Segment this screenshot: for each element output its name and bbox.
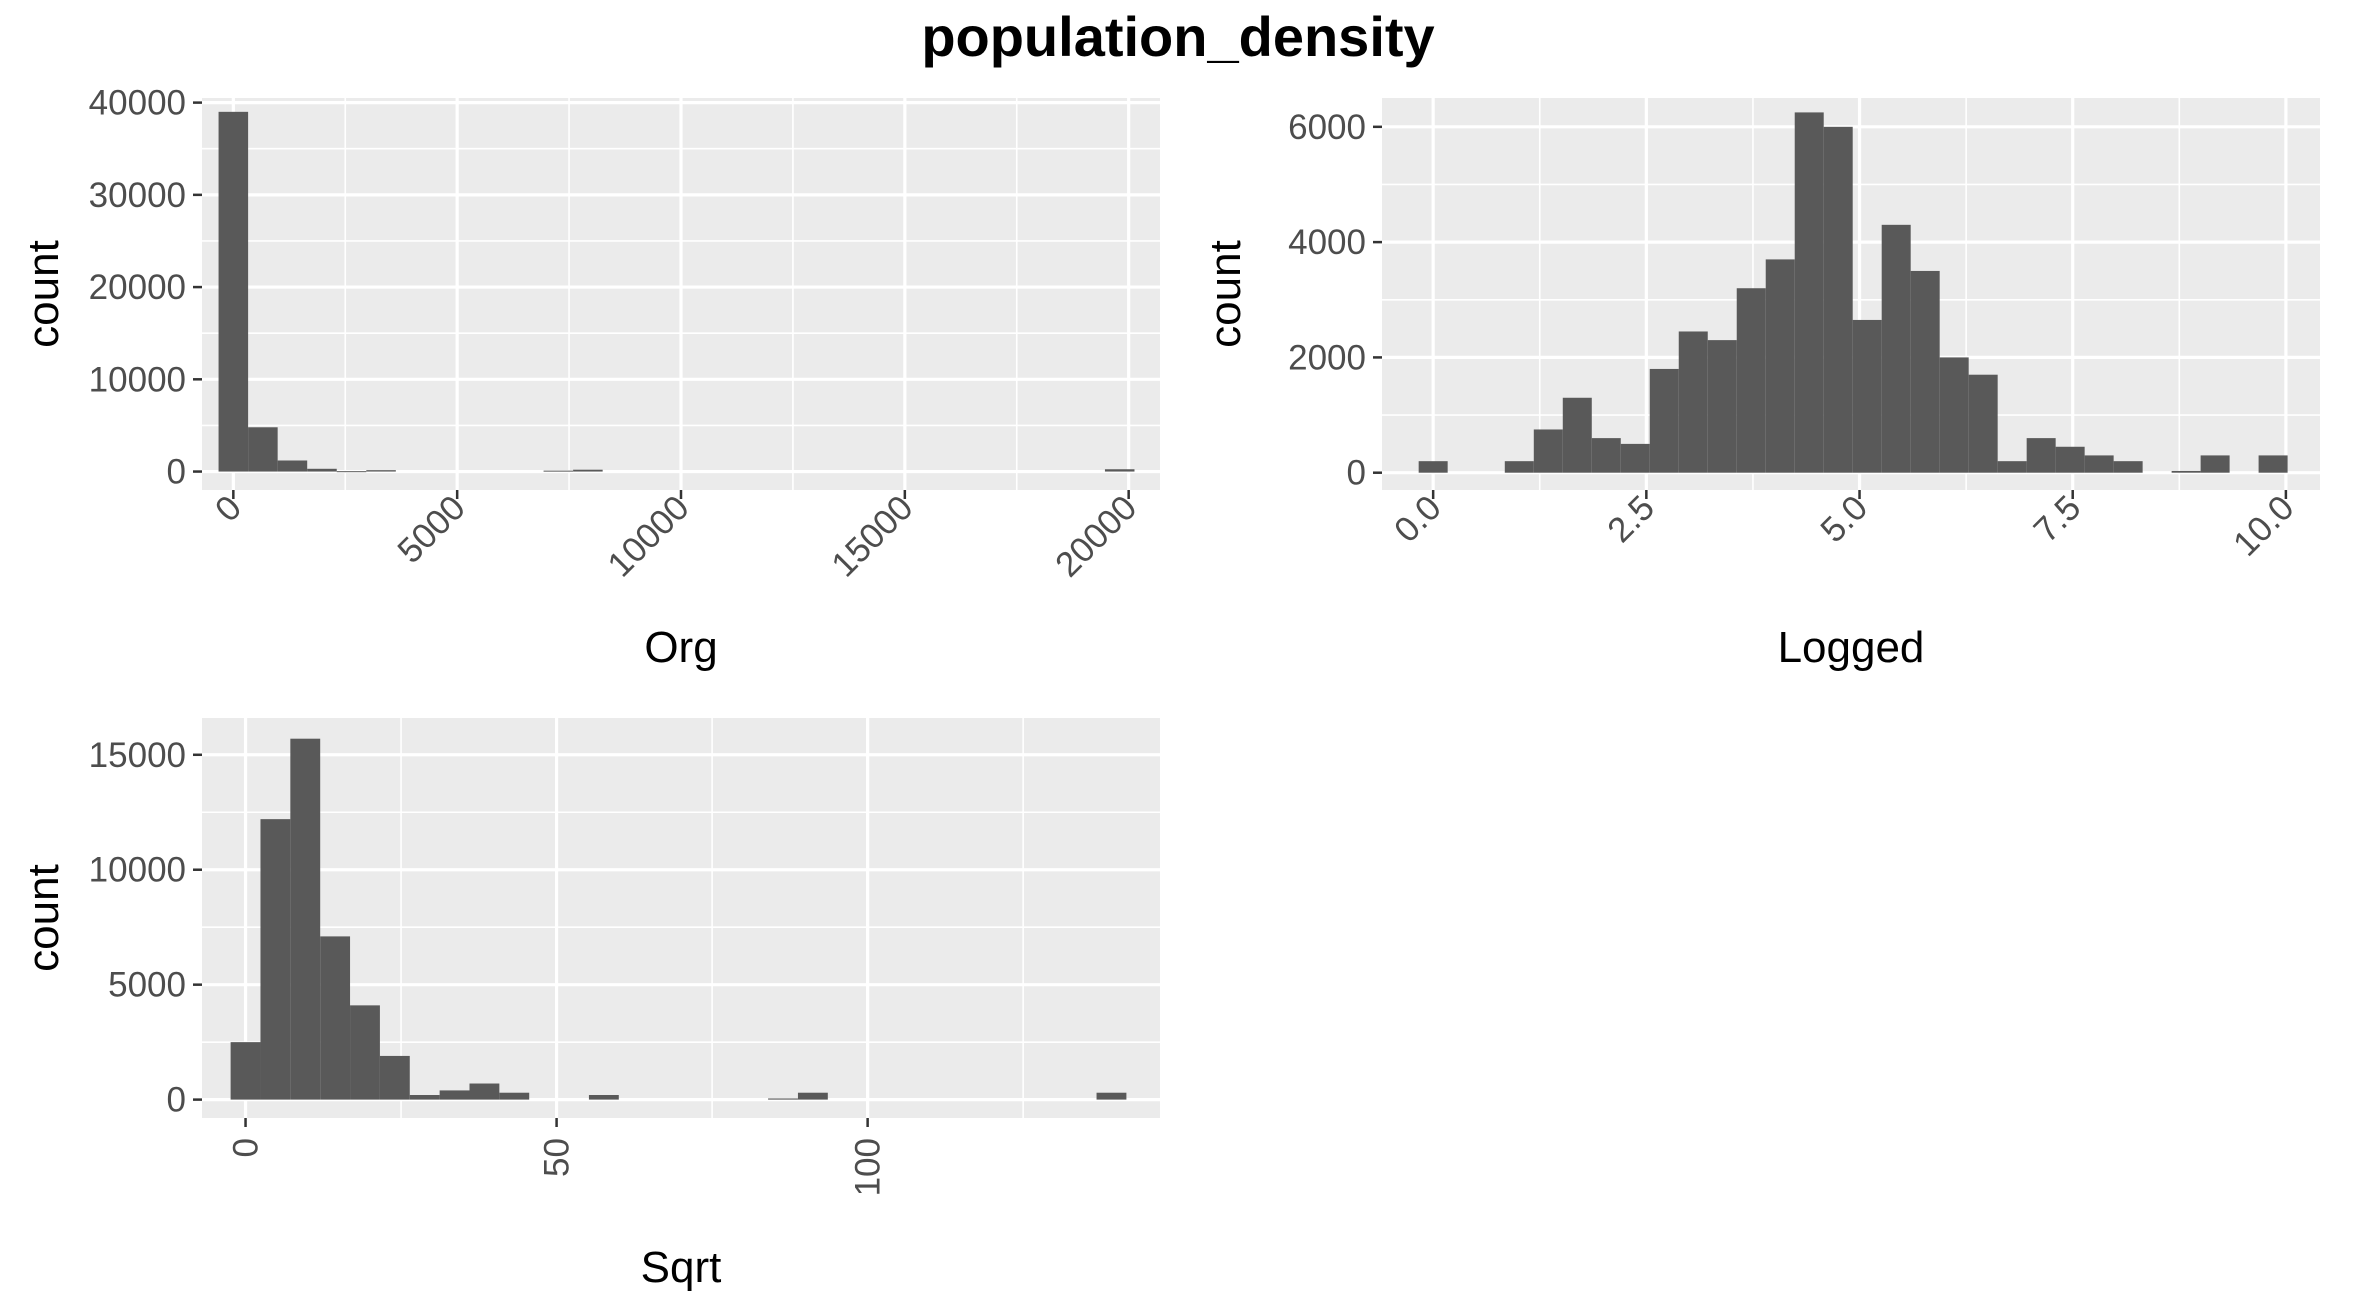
x-tick-label: 0 — [208, 488, 249, 529]
panel-org-bars — [218, 111, 1135, 473]
x-tick-label: 10.0 — [2226, 488, 2302, 564]
histogram-bar — [1736, 288, 1766, 473]
histogram-bar — [768, 1098, 798, 1100]
histogram-bar — [230, 1042, 261, 1100]
histogram-bar — [1591, 438, 1621, 473]
histogram-bar — [1794, 112, 1824, 473]
x-tick-label: 100 — [849, 1138, 888, 1196]
histogram-bar — [1649, 368, 1679, 473]
y-tick-label: 6000 — [1288, 108, 1366, 147]
histogram-bar — [2055, 446, 2085, 473]
y-tick-label: 0 — [167, 453, 186, 492]
panel-org-x-axis-title: Org — [644, 623, 717, 672]
histogram-bar — [409, 1095, 440, 1100]
histogram-bar — [1707, 340, 1737, 473]
panel-sqrt-y-axis-title: count — [19, 864, 68, 972]
histogram-bar — [2258, 455, 2288, 473]
y-tick-label: 20000 — [89, 268, 186, 307]
histogram-bar — [1104, 469, 1135, 472]
histogram-bar — [290, 738, 321, 1100]
y-tick-label: 0 — [167, 1081, 186, 1120]
x-tick-label: 10000 — [600, 488, 696, 584]
histogram-bar — [1533, 429, 1563, 473]
histogram-bar — [320, 936, 351, 1100]
y-tick-label: 30000 — [89, 176, 186, 215]
histogram-bar — [469, 1083, 500, 1100]
histogram-bar — [797, 1092, 828, 1100]
panel-sqrt-bars — [230, 738, 1127, 1100]
histogram-bar — [1939, 357, 1969, 473]
x-tick-label: 5.0 — [1813, 488, 1875, 550]
histogram-bar — [1910, 270, 1940, 473]
histogram-bar — [379, 1055, 410, 1100]
x-tick-label: 7.5 — [2026, 488, 2088, 550]
x-tick-label: 0.0 — [1387, 488, 1449, 550]
y-tick-label: 4000 — [1288, 223, 1366, 262]
histogram-bar — [307, 468, 337, 472]
x-tick-label: 20000 — [1048, 488, 1144, 584]
panel-sqrt-y-ticks: 0 5000 10000 15000 — [89, 736, 202, 1120]
histogram-bar — [439, 1090, 470, 1100]
histogram-bar — [543, 470, 574, 472]
panel-sqrt-x-ticks: 0 50 100 — [227, 1118, 888, 1196]
histogram-bar — [1620, 443, 1650, 473]
panel-logged-y-axis-title: count — [1201, 240, 1250, 348]
histogram-bar — [1823, 126, 1853, 473]
panel-org-y-axis-title: count — [19, 240, 68, 348]
histogram-bar — [588, 1095, 619, 1100]
histogram-bar — [366, 470, 396, 472]
panel-logged-x-ticks: 0.0 2.5 5.0 7.5 10.0 — [1387, 488, 2302, 564]
x-tick-label: 0 — [227, 1138, 266, 1157]
histogram-bar — [1997, 461, 2027, 473]
panel-logged: 0.0 2.5 5.0 7.5 10.0 0 2000 4000 6000 Logged co… — [1201, 98, 2320, 672]
y-tick-label: 5000 — [108, 966, 186, 1005]
histogram-bar — [260, 819, 291, 1100]
histogram-bar — [1418, 461, 1448, 473]
x-tick-label: 5000 — [390, 488, 473, 571]
histogram-bar — [248, 427, 278, 472]
panel-org-x-ticks: 0 5000 10000 15000 20000 — [208, 488, 1145, 584]
histogram-bar — [499, 1092, 530, 1100]
panel-logged-x-axis-title: Logged — [1778, 623, 1925, 672]
panel-sqrt: 0 50 100 0 5000 10000 15000 Sqrt count — [19, 718, 1160, 1292]
panel-sqrt-x-axis-title: Sqrt — [641, 1243, 722, 1292]
panel-org-y-ticks: 0 10000 20000 30000 40000 — [89, 84, 202, 492]
histogram-bar — [2200, 455, 2230, 473]
histogram-bar — [573, 469, 603, 472]
histogram-bar — [336, 471, 367, 473]
y-tick-label: 10000 — [89, 360, 186, 399]
y-tick-label: 15000 — [89, 736, 186, 775]
histogram-bar — [1504, 461, 1534, 473]
x-tick-label: 15000 — [824, 488, 920, 584]
histogram-bar — [1765, 259, 1795, 473]
y-tick-label: 2000 — [1288, 338, 1366, 377]
histogram-bar — [1678, 331, 1708, 473]
panel-logged-y-ticks: 0 2000 4000 6000 — [1288, 108, 1382, 493]
histogram-bar — [1968, 374, 1998, 473]
histogram-bar — [2171, 470, 2201, 473]
x-tick-label: 2.5 — [1600, 488, 1662, 550]
histogram-bar — [218, 111, 249, 472]
histogram-bar — [350, 1005, 380, 1100]
histogram-bar — [1881, 224, 1911, 473]
panel-org: 0 5000 10000 15000 20000 0 10000 20000 30000 400… — [19, 84, 1160, 672]
panel-org-grid — [202, 98, 1160, 490]
histogram-bar — [2113, 461, 2143, 473]
histogram-bar — [2026, 438, 2056, 473]
y-tick-label: 40000 — [89, 84, 186, 123]
y-tick-label: 0 — [1347, 454, 1366, 493]
histogram-bar — [277, 460, 308, 472]
figure-title: population_density — [921, 5, 1434, 68]
histogram-bar — [1562, 397, 1592, 473]
histogram-bar — [1096, 1092, 1127, 1100]
histogram-bar — [1852, 319, 1882, 473]
x-tick-label: 50 — [538, 1138, 577, 1177]
panel-logged-bars — [1418, 112, 2288, 473]
histogram-bar — [2084, 455, 2114, 473]
y-tick-label: 10000 — [89, 851, 186, 890]
